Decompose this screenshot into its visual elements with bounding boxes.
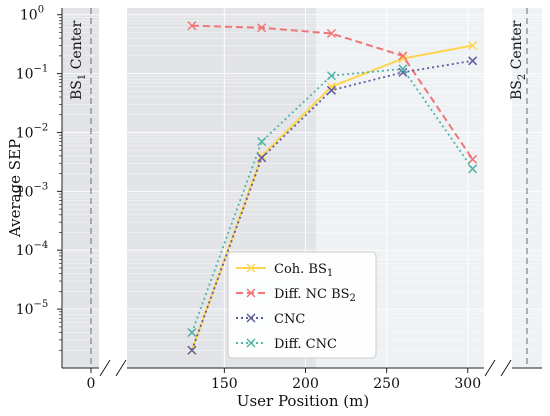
axis-break-mark bbox=[99, 359, 111, 377]
legend-label-3: CNC bbox=[274, 312, 305, 327]
data-point-series-3 bbox=[257, 153, 267, 163]
x-axis-title: User Position (m) bbox=[237, 392, 369, 410]
data-point-series-2 bbox=[326, 28, 336, 39]
legend-marker-3 bbox=[246, 313, 256, 323]
x-tick-label: 300 bbox=[454, 376, 481, 392]
data-point-series-3 bbox=[398, 67, 408, 77]
legend-marker-1 bbox=[246, 263, 256, 273]
left-panel-background bbox=[62, 8, 99, 368]
data-point-series-4 bbox=[187, 328, 197, 338]
data-point-series-2 bbox=[468, 154, 478, 164]
y-tick-label: 100 bbox=[20, 5, 44, 24]
data-point-series-3 bbox=[468, 56, 478, 66]
data-point-series-3 bbox=[326, 85, 336, 95]
y-tick-label: 10−2 bbox=[16, 122, 49, 141]
legend-label-2: Diff. NC BS2 bbox=[274, 287, 356, 304]
legend-label-1: Coh. BS1 bbox=[274, 262, 333, 279]
data-point-series-1 bbox=[326, 82, 336, 92]
bs2-center-label: BS2 Center bbox=[509, 20, 528, 100]
x-tick-label: 250 bbox=[373, 376, 400, 392]
bs1-center-label: BS1 Center bbox=[69, 20, 88, 100]
x-tick-label: 0 bbox=[87, 376, 96, 392]
data-point-series-2 bbox=[187, 21, 197, 31]
data-point-series-1 bbox=[257, 151, 267, 161]
axis-break-mark bbox=[500, 359, 512, 377]
data-point-series-4 bbox=[398, 64, 408, 74]
y-tick-label: 10−4 bbox=[16, 240, 49, 259]
y-tick-label: 10−3 bbox=[16, 181, 49, 200]
legend-label-4: Diff. CNC bbox=[274, 337, 337, 352]
legend-box bbox=[227, 251, 377, 359]
data-point-series-2 bbox=[398, 51, 408, 61]
legend-marker-2 bbox=[246, 288, 256, 298]
axis-break-mark bbox=[484, 359, 496, 377]
y-tick-label: 10−1 bbox=[16, 64, 49, 83]
series-line-2 bbox=[191, 24, 474, 160]
data-point-series-4 bbox=[326, 71, 336, 81]
data-point-series-4 bbox=[257, 137, 267, 147]
data-point-series-4 bbox=[468, 164, 478, 174]
data-point-series-1 bbox=[468, 40, 478, 51]
y-tick-label: 10−5 bbox=[16, 299, 49, 318]
y-axis-title: Average SEP bbox=[6, 139, 24, 238]
axis-break-mark bbox=[115, 359, 127, 377]
legend-marker-4 bbox=[246, 338, 256, 348]
data-point-series-2 bbox=[257, 23, 267, 33]
series-line-4 bbox=[191, 67, 474, 333]
x-tick-label: 200 bbox=[292, 376, 319, 392]
x-tick-label: 150 bbox=[211, 376, 238, 392]
data-point-series-3 bbox=[187, 345, 197, 355]
